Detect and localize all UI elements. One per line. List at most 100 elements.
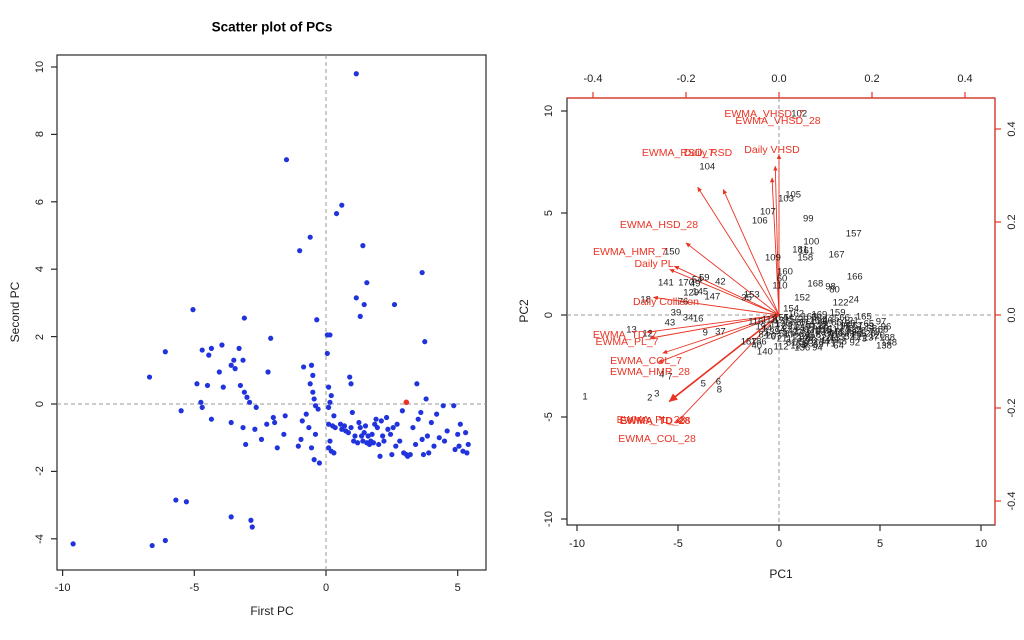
observation-number: 142 [782, 326, 799, 338]
observation-number: 92 [849, 337, 861, 349]
scatter-point [326, 384, 332, 390]
observation-number: 132 [811, 321, 828, 333]
scatter-point [337, 421, 344, 427]
observation-number: 89 [781, 321, 793, 333]
scatter-point [352, 433, 358, 439]
variable-label: Daily VHSD [744, 144, 800, 156]
scatter-point [315, 406, 321, 412]
scatter-point [194, 381, 200, 387]
scatter-point [333, 210, 340, 217]
scatter-point [387, 431, 394, 437]
scatter-point [183, 499, 189, 505]
observation-number: 106 [751, 215, 768, 227]
scatter-point [380, 433, 386, 439]
observation-number: 140 [756, 346, 773, 358]
variable-label: EWMA_RSD_7 [641, 147, 715, 159]
scatter-point [440, 403, 446, 409]
observation-number: 148 [881, 337, 898, 349]
observation-number: 145 [692, 286, 709, 298]
scatter-point [70, 541, 76, 547]
observation-number: 121 [842, 315, 859, 327]
scatter-point [272, 419, 278, 426]
left-y-tick-label: 8 [34, 131, 46, 138]
scatter-point [452, 446, 458, 453]
observation-number: 97 [875, 316, 887, 328]
observation-number: 122 [832, 297, 849, 309]
variable-label: EWMA_COL_28 [618, 433, 696, 445]
scatter-point [283, 157, 290, 163]
scatter-point [327, 399, 333, 405]
observation-number: 124 [790, 340, 807, 352]
loading-arrow-ewma-vhsd-28 [773, 165, 780, 316]
scatter-point [324, 332, 330, 338]
scatter-point [190, 307, 196, 313]
observation-number: 102 [791, 108, 808, 120]
loading-x-tick-label: -0.4 [583, 73, 603, 85]
scatter-point [331, 450, 337, 456]
observation-number: 136 [794, 342, 811, 354]
scatter-point [240, 357, 246, 363]
scatter-point [258, 436, 265, 442]
loading-arrow-daily-pl [669, 269, 780, 316]
observation-number: 60 [776, 273, 788, 285]
observation-number: 55 [834, 326, 845, 338]
scatter-point [456, 443, 462, 449]
loading-x-tick-label: 0.0 [771, 73, 787, 85]
variable-label: Daily RSD [683, 147, 733, 159]
loading-arrow-ewma-hsd-28 [685, 242, 780, 316]
scatter-point [307, 381, 313, 387]
scatter-point [236, 345, 242, 351]
observation-number: 8 [716, 384, 723, 396]
scatter-point [308, 362, 315, 368]
scatter-point [374, 424, 380, 431]
highlighted-scatter-point [403, 399, 410, 406]
scatter-point [220, 384, 226, 390]
observation-number: 146 [827, 327, 844, 339]
pc1-tick-label: 0 [775, 538, 783, 550]
observation-number: 18 [640, 294, 651, 306]
observation-number: 156 [784, 314, 801, 326]
observation-number: 91 [828, 329, 839, 341]
scatter-point [465, 441, 471, 448]
scatter-point [394, 421, 400, 427]
observation-number: 24 [848, 294, 860, 306]
observation-number: 43 [664, 317, 676, 329]
observation-number: 71 [825, 338, 836, 350]
pc1-tick-label: 10 [974, 538, 988, 550]
scatter-point [441, 438, 448, 444]
scatter-point [397, 438, 403, 444]
scatter-point [241, 315, 247, 321]
scatter-point [412, 441, 419, 448]
scatter-point [332, 424, 338, 431]
left-y-tick-label: 6 [34, 198, 46, 205]
observation-number: 151 [817, 323, 834, 335]
variable-label: EWMA_VHSD_28 [735, 115, 821, 127]
scatter-point [298, 436, 304, 442]
observation-number: 73 [856, 333, 868, 345]
scatter-point [204, 382, 211, 389]
scatter-point [457, 421, 463, 427]
scatter-point [328, 392, 334, 399]
observation-number: 14 [761, 323, 773, 335]
scatter-point [463, 430, 469, 436]
scatter-point [355, 440, 361, 446]
observation-number: 42 [715, 276, 726, 288]
scatter-point [360, 438, 366, 444]
scatter-point [314, 317, 320, 323]
observation-number: 95 [840, 320, 851, 332]
left-x-tick-label: -5 [189, 582, 200, 594]
pc1-tick-label: -10 [569, 538, 585, 550]
observation-number: 33 [802, 338, 814, 350]
scatter-point [162, 537, 168, 544]
observation-number: 118 [805, 329, 821, 341]
observation-number: 31 [809, 325, 820, 337]
loading-y-tick-label: -0.2 [1006, 398, 1018, 418]
scatter-point [389, 451, 395, 458]
scatter-point [327, 438, 333, 444]
observation-number: 41 [829, 333, 840, 345]
scatter-point [423, 396, 429, 402]
observation-number: 187 [740, 336, 757, 348]
pc2-tick-label: -5 [543, 412, 555, 422]
scatter-point [307, 234, 313, 240]
observation-number: 54 [691, 274, 703, 286]
